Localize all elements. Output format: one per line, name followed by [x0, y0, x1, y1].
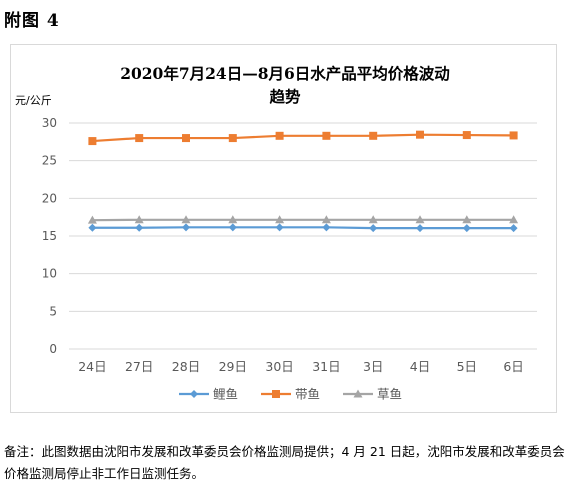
y-tick-labels: 0 5 10 15 20 25 30	[42, 116, 57, 356]
legend-label: 带鱼	[295, 387, 320, 402]
diamond-marker	[228, 223, 237, 232]
y-axis-label: 元/公斤	[15, 94, 52, 107]
x-tick-label: 31日	[312, 359, 340, 374]
legend-label: 草鱼	[377, 387, 402, 402]
triangle-marker	[134, 215, 144, 224]
legend-item: 带鱼	[261, 387, 320, 402]
diamond-marker	[462, 224, 471, 233]
diamond-marker	[88, 223, 97, 232]
diamond-marker	[322, 223, 331, 232]
x-tick-label: 6日	[503, 359, 523, 374]
legend-item: 鲤鱼	[179, 387, 238, 402]
triangle-marker	[181, 215, 191, 224]
triangle-marker	[87, 215, 97, 224]
square-marker	[462, 131, 471, 140]
triangle-marker	[321, 215, 331, 224]
x-tick-label: 5日	[457, 359, 477, 374]
y-tick-label: 15	[42, 229, 57, 243]
square-marker	[135, 134, 144, 143]
figure-label: 附图 4	[4, 11, 60, 31]
triangle-marker	[462, 215, 472, 224]
triangle-marker	[228, 215, 238, 224]
series-path	[92, 133, 514, 143]
square-marker	[182, 134, 190, 143]
legend-label: 鲤鱼	[213, 387, 238, 402]
series-path	[92, 226, 514, 230]
diamond-marker	[416, 224, 424, 233]
chart-container: 2020年7月24日—8月6日水产品平均价格波动 趋势 元/公斤 0 5 10 15 2…	[10, 44, 557, 413]
x-tick-label: 30日	[265, 359, 293, 374]
x-tick-label: 27日	[125, 359, 153, 374]
diamond-marker	[190, 390, 198, 398]
square-marker	[275, 131, 284, 140]
square-marker	[369, 131, 378, 140]
x-tick-labels: 24日 27日 28日 29日 30日 31日 3日 4日 5日 6日	[78, 359, 524, 374]
triangle-marker	[368, 215, 378, 224]
series-line	[87, 215, 519, 224]
footnote: 备注：此图数据由沈阳市发展和改革委员会价格监测局提供；4 月 21 日起，沈阳市…	[4, 444, 565, 481]
square-marker	[322, 131, 331, 140]
square-marker	[88, 137, 97, 146]
triangle-marker	[275, 215, 285, 224]
legend: 鲤鱼 带鱼 草鱼	[179, 387, 402, 402]
y-tick-label: 30	[42, 116, 57, 130]
chart-title-line2: 趋势	[269, 87, 301, 106]
x-tick-label: 29日	[219, 359, 247, 374]
x-tick-label: 24日	[78, 359, 106, 374]
x-tick-label: 28日	[172, 359, 200, 374]
y-tick-label: 20	[42, 191, 57, 205]
diamond-marker	[135, 223, 144, 232]
square-marker	[416, 130, 424, 139]
gridlines	[69, 122, 537, 350]
series-group	[87, 130, 519, 233]
diamond-marker	[182, 223, 190, 232]
y-tick-label: 0	[49, 342, 57, 356]
diamond-marker	[509, 224, 518, 233]
diamond-marker	[369, 224, 378, 233]
chart-title: 2020年7月24日—8月6日水产品平均价格波动	[120, 64, 450, 83]
square-marker	[228, 134, 237, 143]
triangle-marker	[353, 389, 363, 398]
series-line	[88, 223, 518, 233]
y-tick-label: 5	[49, 304, 57, 318]
line-chart: 2020年7月24日—8月6日水产品平均价格波动 趋势 元/公斤 0 5 10 15 2…	[15, 64, 537, 402]
triangle-marker	[509, 215, 519, 224]
y-tick-label: 25	[42, 154, 57, 168]
triangle-marker	[415, 215, 425, 224]
square-marker	[509, 131, 518, 140]
legend-item: 草鱼	[343, 387, 402, 402]
diamond-marker	[275, 223, 284, 232]
y-tick-label: 10	[42, 267, 57, 281]
x-tick-label: 4日	[410, 359, 430, 374]
square-marker	[272, 390, 280, 398]
series-line	[88, 130, 518, 146]
x-tick-label: 3日	[363, 359, 383, 374]
